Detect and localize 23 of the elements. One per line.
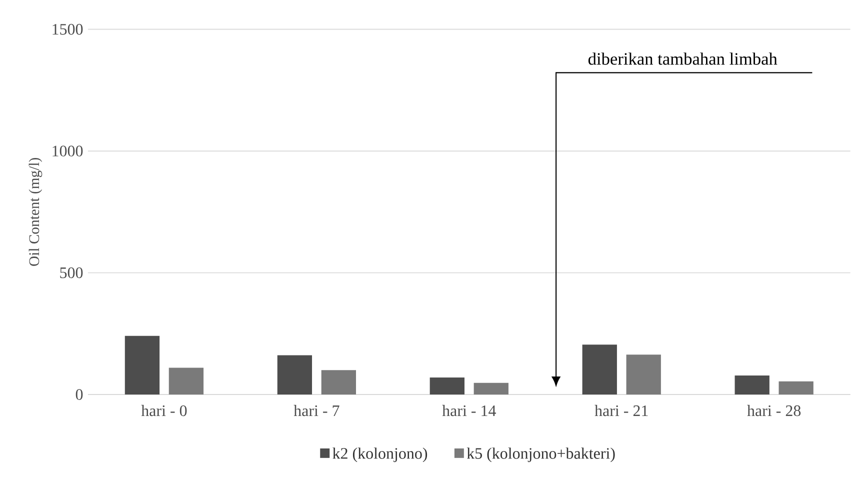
bar <box>778 381 814 394</box>
x-tick-label: hari - 0 <box>141 404 187 416</box>
annotation: diberikan tambahan limbah <box>588 52 778 65</box>
legend-label: k5 (kolonjono+bakteri) <box>466 447 615 462</box>
bar <box>124 336 160 394</box>
x-tick-label: hari - 7 <box>294 404 340 416</box>
y-tick-label: 1500 <box>52 24 83 34</box>
x-tick-label: hari - 14 <box>442 404 496 416</box>
y-tick-label: 500 <box>60 267 83 278</box>
bar <box>430 377 464 394</box>
y-tick-label: 1000 <box>52 145 83 156</box>
bar <box>626 354 661 394</box>
bar <box>321 370 356 394</box>
bar <box>734 375 770 394</box>
bar <box>277 355 312 394</box>
y-tick-label: 0 <box>76 388 83 400</box>
bar <box>474 382 508 394</box>
x-tick-label: hari - 21 <box>594 404 648 416</box>
bar <box>582 344 617 394</box>
x-tick-label: hari - 28 <box>747 404 801 416</box>
legend-label: k2 (kolonjono) <box>332 447 428 462</box>
bar <box>168 367 204 394</box>
y-axis-title: Oil Content (mg/l) <box>28 158 42 266</box>
